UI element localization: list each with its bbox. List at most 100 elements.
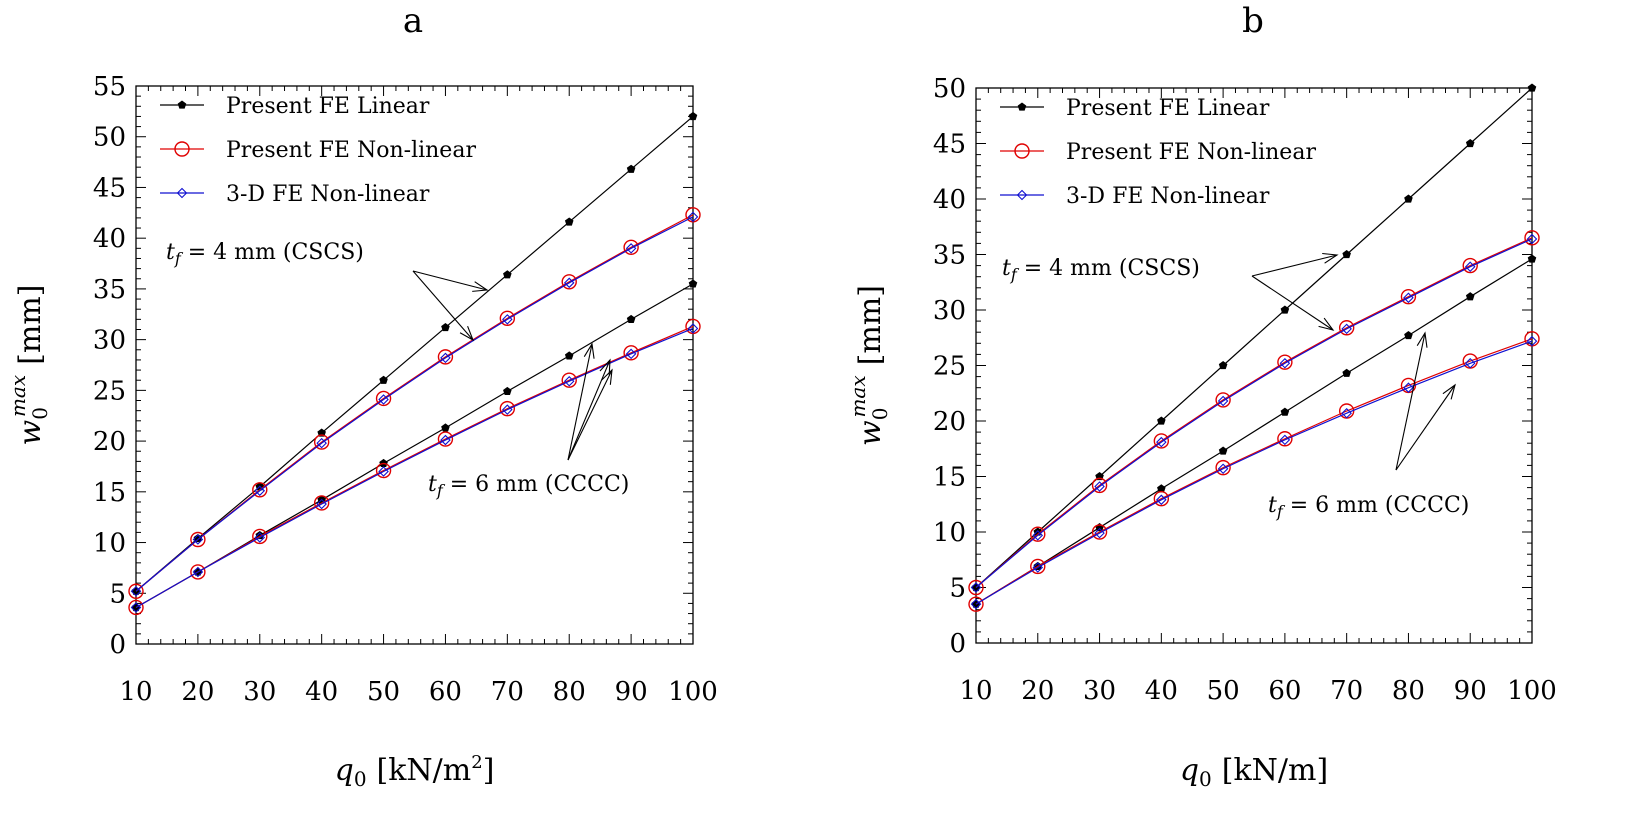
marker-circle (1153, 491, 1170, 507)
marker-pentagon (1342, 368, 1351, 377)
y-tick-label: 5 (109, 579, 126, 609)
marker-circle (1091, 477, 1108, 494)
marker-circle (1277, 354, 1293, 370)
marker-diamond (1403, 382, 1414, 393)
marker-circle (375, 462, 392, 479)
x-label-unit: [kN/m (377, 753, 472, 788)
marker-diamond (1464, 261, 1476, 272)
marker-diamond (192, 534, 204, 545)
annotation-arrow-head (459, 325, 475, 342)
legend: Present FE Linear Present FE Non-linear 3-… (1000, 96, 1316, 209)
y-tick-label: 45 (93, 173, 126, 203)
marker-diamond (563, 375, 575, 387)
marker-circle (252, 482, 268, 498)
marker-pentagon (1157, 416, 1166, 425)
x-label-unit: [kN/m] (1222, 753, 1328, 788)
marker-diamond (1526, 233, 1538, 245)
y-tick-label: 15 (933, 463, 966, 493)
annotation-symbol: t (166, 240, 175, 265)
x-axis-label: q0 [kN/m2] (335, 752, 495, 791)
y-label-subscript: 0 (28, 407, 52, 420)
y-tick-label: 50 (933, 74, 966, 104)
marker-diamond (1016, 189, 1028, 201)
legend-label: 3-D FE Non-linear (226, 182, 430, 207)
series-line-3d-nonlinear (975, 238, 1533, 588)
legend-label: Present FE Non-linear (1066, 140, 1316, 165)
chart-panel-b: b 10 20 30 40 50 60 70 80 90 100 0 5 10 15 20 25 30 35 40 45… (846, 1, 1557, 791)
x-axis: 10 20 30 40 50 60 70 80 90 100 (119, 86, 718, 707)
annotation-text: tf = 6 mm (CCCC) (1268, 493, 1469, 521)
marker-circle (561, 372, 577, 388)
marker-circle (313, 495, 330, 511)
series-line-3d-nonlinear (975, 340, 1533, 605)
legend-item: Present FE Linear (160, 94, 430, 119)
marker-diamond (130, 602, 142, 613)
annotation-arrow-shaft (412, 270, 474, 341)
marker-diamond (1279, 434, 1291, 446)
marker-circle (1215, 392, 1231, 408)
marker-diamond (1341, 407, 1352, 419)
annotation-arrow-head (583, 342, 595, 359)
marker-diamond (1032, 562, 1044, 573)
marker-pentagon (1527, 83, 1537, 92)
y-tick-label: 40 (933, 185, 966, 215)
marker-diamond (254, 532, 266, 543)
marker-diamond (502, 314, 513, 325)
marker-pentagon (317, 428, 326, 437)
marker-diamond (440, 352, 451, 364)
legend-item: Present FE Non-linear (1000, 140, 1316, 165)
y-tick-label: 30 (93, 326, 126, 356)
annotation-subscript: f (174, 249, 184, 268)
marker-circle (252, 528, 268, 545)
marker-pentagon (503, 270, 512, 279)
series-line-linear (135, 115, 694, 592)
marker-pentagon (1465, 139, 1475, 148)
marker-pentagon (1280, 305, 1290, 314)
marker-pentagon (1218, 361, 1228, 370)
x-tick-label: 50 (367, 677, 400, 707)
y-label-unit: [mm] (13, 285, 48, 365)
marker-diamond (1526, 335, 1538, 347)
marker-circle (1524, 230, 1540, 246)
legend-item: Present FE Non-linear (160, 138, 476, 163)
annotation-arrow-head (1322, 252, 1339, 264)
x-label-close: ] (483, 753, 495, 788)
marker-diamond (378, 466, 389, 477)
annotation-arrow-head (599, 358, 611, 375)
annotation-arrow-shaft (1395, 332, 1426, 471)
y-label-superscript: max (846, 375, 870, 417)
marker-pentagon (564, 217, 574, 226)
legend-item: Present FE Linear (1000, 96, 1270, 121)
marker-pentagon (1017, 102, 1027, 111)
marker-diamond (1094, 527, 1105, 539)
marker-pentagon (177, 100, 187, 109)
marker-diamond (687, 211, 699, 223)
annotation-arrow-shaft (1251, 254, 1338, 277)
marker-pentagon (564, 351, 574, 360)
marker-diamond (1094, 481, 1105, 492)
marker-diamond (378, 394, 389, 405)
marker-diamond (625, 348, 637, 360)
annotation-arrow-shaft (567, 343, 593, 461)
marker-circle (1462, 257, 1478, 274)
marker-pentagon (1280, 407, 1290, 416)
marker-diamond (1279, 358, 1291, 369)
y-tick-label: 10 (933, 518, 966, 548)
y-axis-label: w0max [mm] (846, 285, 892, 446)
annotation-label: = 6 mm (CCCC) (443, 472, 630, 497)
y-label-subscript: 0 (868, 408, 892, 421)
marker-pentagon (1404, 331, 1413, 340)
legend-item: 3-D FE Non-linear (1000, 184, 1270, 209)
marker-circle (174, 141, 190, 157)
annotation: tf = 6 mm (CCCC) (428, 342, 630, 500)
x-tick-label: 20 (181, 677, 214, 707)
marker-pentagon (503, 386, 512, 396)
marker-diamond (1217, 463, 1229, 475)
panel-title: a (403, 1, 423, 41)
annotation-subscript: f (1276, 502, 1286, 521)
y-label-unit: [mm] (853, 285, 888, 365)
annotation-label: = 4 mm (CSCS) (181, 240, 364, 265)
legend: Present FE Linear Present FE Non-linear 3-… (160, 94, 476, 207)
y-tick-label: 20 (93, 427, 126, 457)
y-tick-label: 25 (93, 376, 126, 406)
